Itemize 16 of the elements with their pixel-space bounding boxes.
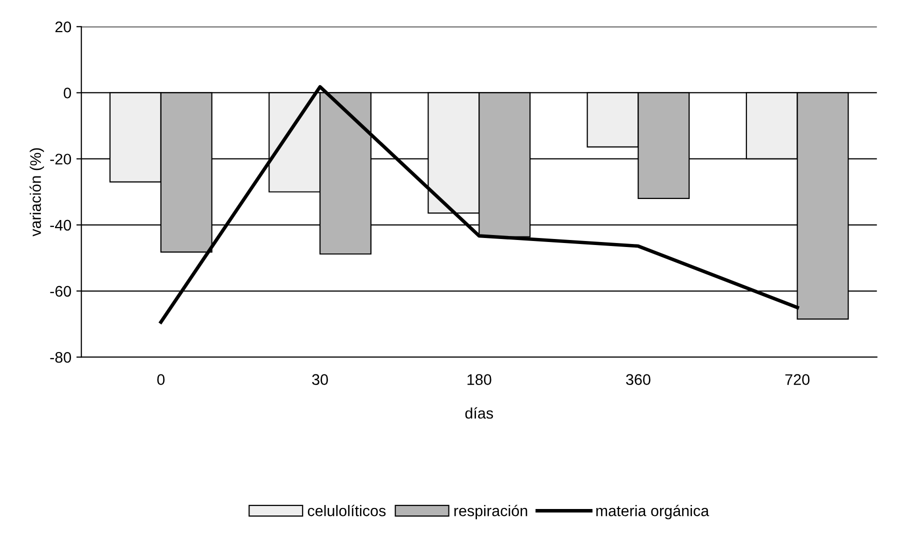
x-tick-label: 720 — [785, 374, 810, 385]
x-axis-title: días — [465, 407, 494, 419]
y-tick-label: -80 — [50, 352, 72, 363]
y-tick-label: 0 — [64, 88, 72, 98]
legend-label: materia orgánica — [596, 504, 710, 520]
x-tick-label: 0 — [157, 374, 165, 385]
legend-label: respiración — [454, 504, 528, 520]
y-tick-label: -20 — [50, 154, 72, 165]
y-tick-label: 20 — [55, 22, 72, 32]
y-tick-label: -40 — [50, 220, 72, 231]
y-axis-title: variación (%) — [30, 148, 44, 236]
x-tick-label: 30 — [312, 374, 328, 385]
x-tick-label: 180 — [468, 374, 492, 385]
legend-label: celulolíticos — [308, 504, 386, 516]
x-tick-label: 360 — [626, 374, 650, 385]
y-tick-label: -60 — [50, 286, 72, 297]
